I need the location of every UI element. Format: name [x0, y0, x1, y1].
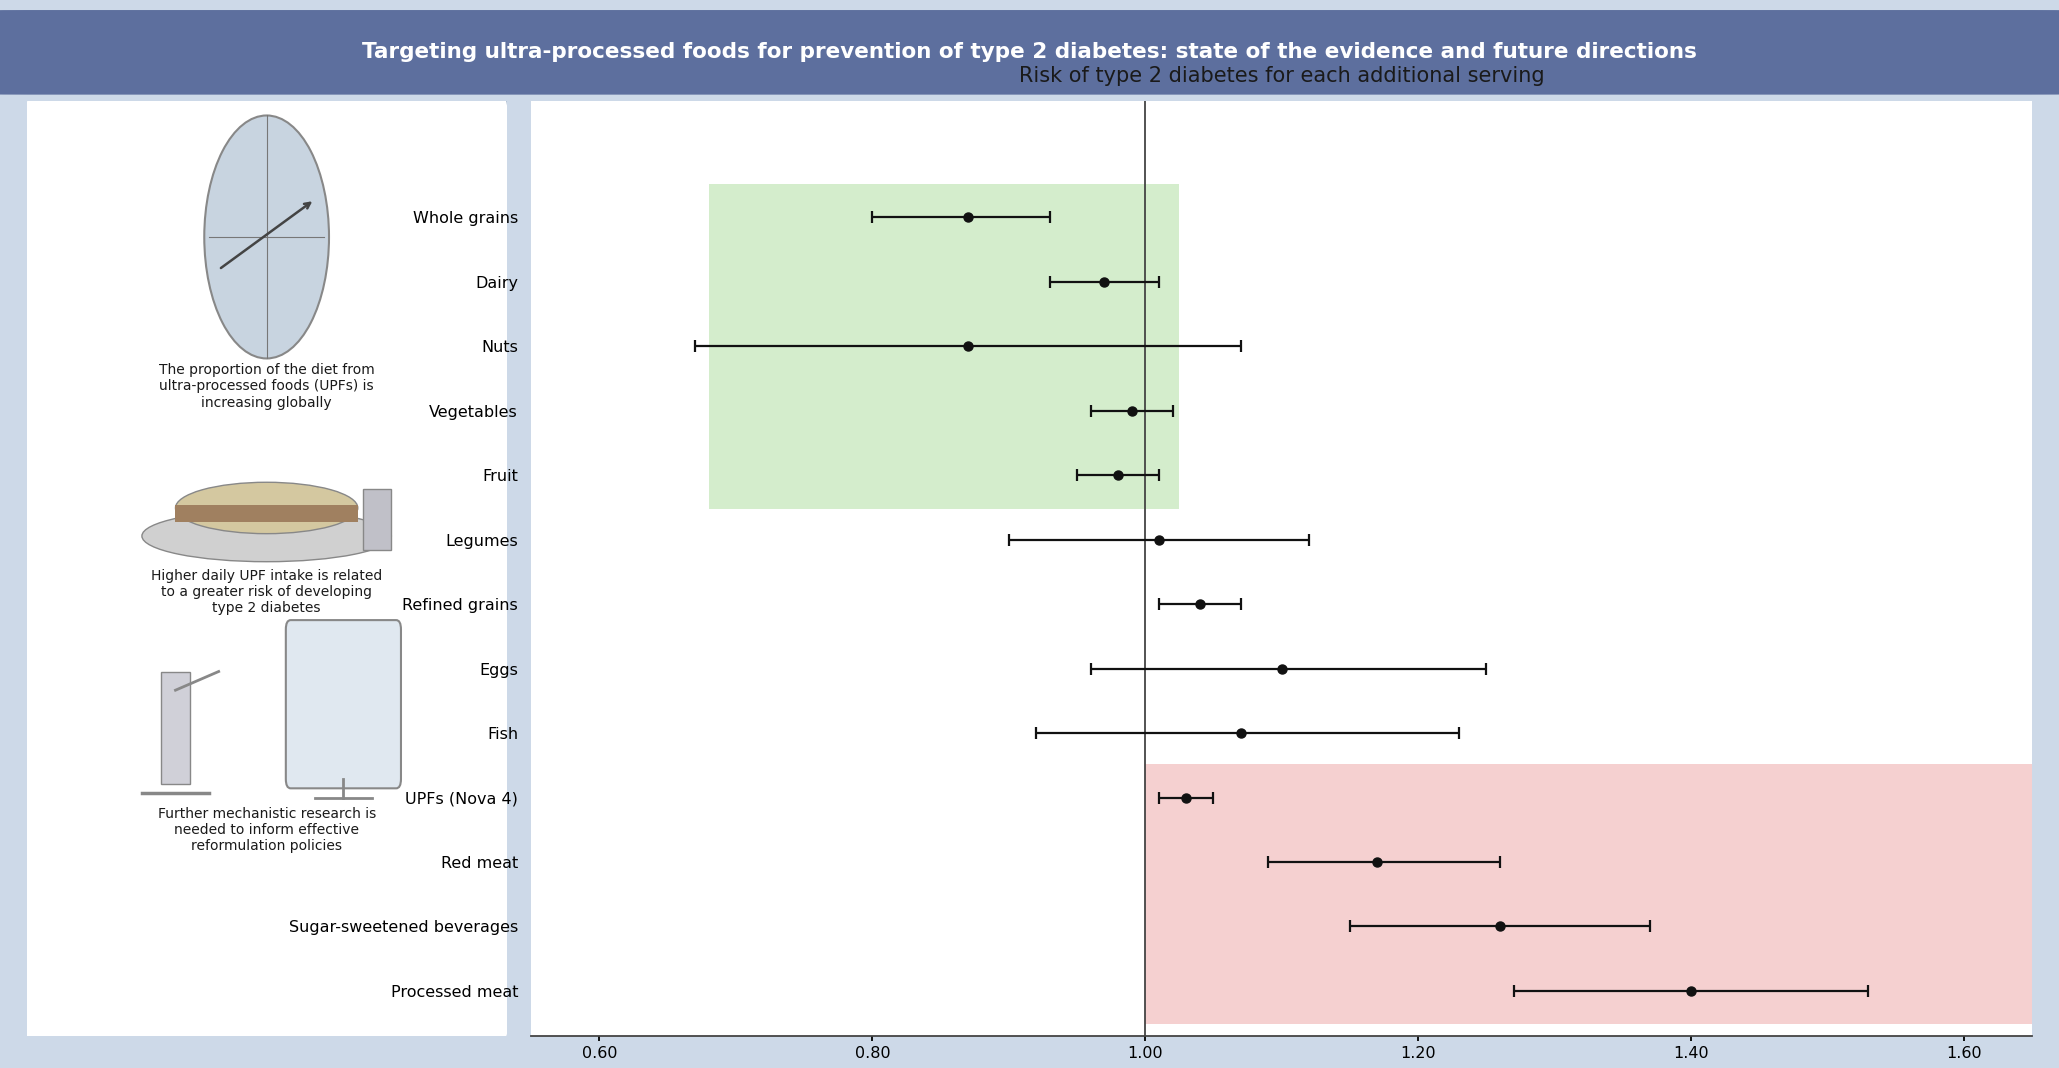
- Bar: [708, 184, 1180, 508]
- Ellipse shape: [142, 511, 391, 562]
- Title: Risk of type 2 diabetes for each additional serving: Risk of type 2 diabetes for each additio…: [1019, 66, 1544, 87]
- Bar: [161, 672, 189, 784]
- Circle shape: [204, 115, 329, 359]
- Text: Further mechanistic research is
needed to inform effective
reformulation policie: Further mechanistic research is needed t…: [159, 807, 375, 853]
- FancyBboxPatch shape: [25, 94, 509, 1046]
- Bar: [1145, 764, 2032, 1024]
- Text: Targeting ultra-processed foods for prevention of type 2 diabetes: state of the : Targeting ultra-processed foods for prev…: [362, 43, 1697, 62]
- Bar: [362, 489, 391, 550]
- FancyBboxPatch shape: [0, 10, 2059, 95]
- Ellipse shape: [175, 483, 358, 534]
- Bar: [175, 505, 358, 522]
- FancyBboxPatch shape: [523, 97, 2040, 1040]
- Text: The proportion of the diet from
ultra-processed foods (UPFs) is
increasing globa: The proportion of the diet from ultra-pr…: [159, 363, 375, 409]
- Text: Higher daily UPF intake is related
to a greater risk of developing
type 2 diabet: Higher daily UPF intake is related to a …: [150, 568, 383, 615]
- FancyBboxPatch shape: [286, 621, 402, 788]
